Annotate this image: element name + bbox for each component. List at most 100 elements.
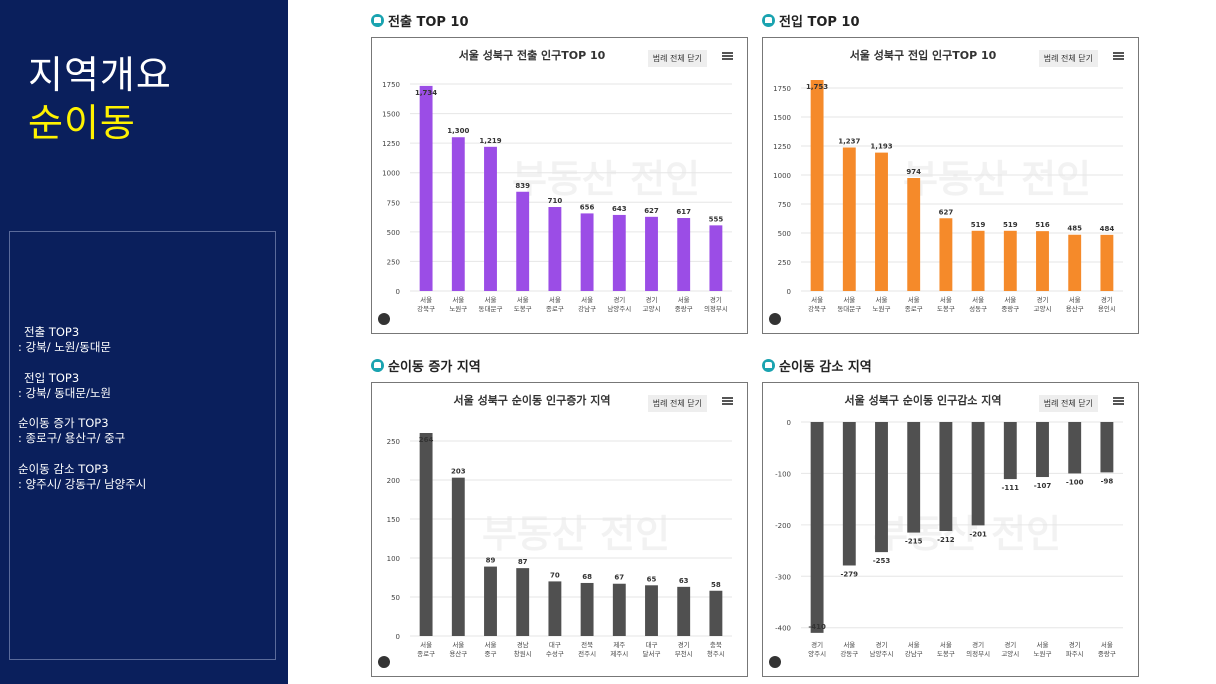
- bar[interactable]: [939, 422, 953, 532]
- bar[interactable]: [612, 214, 626, 291]
- data-label: 89: [486, 557, 496, 565]
- chart-in: 서울 성북구 전입 인구TOP 10 0 250 500 750 1000 1250 1500…: [773, 48, 1123, 313]
- data-label: 203: [451, 468, 466, 476]
- bar[interactable]: [810, 422, 824, 633]
- x-tick-label: 대구: [549, 641, 561, 649]
- x-tick-label: 노원구: [873, 304, 891, 313]
- data-label: 67: [614, 574, 624, 582]
- bar[interactable]: [1068, 234, 1082, 291]
- bar[interactable]: [875, 422, 888, 553]
- bar[interactable]: [645, 216, 658, 291]
- bar[interactable]: [971, 422, 985, 526]
- data-label: 1,237: [838, 138, 860, 146]
- x-tick-label: 중랑구: [1001, 305, 1019, 313]
- bar[interactable]: [548, 207, 562, 291]
- x-tick-label: 경기: [1069, 640, 1081, 649]
- bar[interactable]: [709, 225, 723, 291]
- x-tick-label: 파주시: [1066, 649, 1084, 658]
- bar[interactable]: [516, 191, 530, 291]
- home-icon: [762, 14, 775, 27]
- bar[interactable]: [484, 566, 497, 636]
- x-tick-label: 종로구: [546, 305, 564, 313]
- bar[interactable]: [907, 178, 921, 291]
- data-label: 710: [548, 197, 563, 205]
- bar[interactable]: [516, 568, 530, 636]
- data-label: -410: [808, 623, 826, 631]
- x-tick-label: 청주시: [707, 650, 725, 658]
- x-tick-label: 의정부시: [704, 304, 728, 313]
- bar[interactable]: [875, 152, 888, 291]
- bar[interactable]: [677, 586, 691, 636]
- data-label: 519: [971, 221, 986, 229]
- menu-icon[interactable]: [722, 52, 733, 60]
- summary-box: [9, 231, 276, 660]
- x-tick-label: 남양주시: [870, 649, 894, 658]
- bar[interactable]: [1068, 422, 1082, 474]
- bar[interactable]: [580, 582, 594, 636]
- menu-icon[interactable]: [722, 397, 733, 405]
- bar[interactable]: [939, 218, 953, 291]
- x-tick-label: 서울: [908, 295, 920, 304]
- legend-toggle-button[interactable]: 범례 전체 닫기: [647, 50, 707, 67]
- y-tick-label: -100: [775, 470, 791, 478]
- bar[interactable]: [1003, 230, 1017, 291]
- bar[interactable]: [451, 477, 465, 636]
- y-tick-label: 500: [387, 229, 400, 237]
- x-tick-label: 경기: [710, 295, 722, 304]
- x-tick-label: 중랑구: [1098, 650, 1116, 658]
- bar[interactable]: [1036, 422, 1049, 478]
- bar[interactable]: [1003, 422, 1017, 480]
- bar[interactable]: [1036, 231, 1049, 291]
- data-label: 484: [1100, 225, 1115, 233]
- chart-decrease: 서울 성북구 순이동 인구감소 지역 0 -100 -200 -300 -400 -410 경…: [775, 393, 1123, 658]
- data-label: 974: [906, 168, 921, 176]
- bar[interactable]: [842, 147, 856, 291]
- bar[interactable]: [484, 146, 497, 291]
- bar[interactable]: [548, 581, 562, 636]
- data-label: 68: [582, 573, 592, 581]
- bar[interactable]: [709, 590, 723, 636]
- bar[interactable]: [907, 422, 921, 533]
- x-tick-label: 대구: [646, 641, 658, 649]
- legend-toggle-button[interactable]: 범례 전체 닫기: [1038, 50, 1098, 67]
- bar[interactable]: [1100, 422, 1114, 473]
- data-label: -212: [937, 536, 955, 544]
- x-tick-label: 서울: [940, 295, 952, 304]
- bar[interactable]: [810, 80, 824, 291]
- data-label: 1,193: [870, 143, 892, 151]
- x-tick-label: 서울: [972, 295, 984, 304]
- data-label: 516: [1035, 221, 1050, 229]
- logo-icon: [769, 313, 781, 325]
- bar[interactable]: [580, 213, 594, 291]
- bar[interactable]: [419, 85, 433, 291]
- y-tick-label: 750: [387, 199, 400, 207]
- data-label: -98: [1101, 477, 1114, 485]
- info-label-increase: 순이동 증가 TOP3: [18, 416, 109, 430]
- chart-panel-decrease: 부동산 전인 서울 성북구 순이동 인구감소 지역 0 -100 -200 -300 -4…: [762, 382, 1139, 677]
- bar[interactable]: [419, 433, 433, 636]
- x-tick-label: 경기: [1101, 295, 1113, 304]
- bar[interactable]: [677, 218, 691, 291]
- bar[interactable]: [1100, 234, 1114, 291]
- x-tick-label: 서울: [452, 295, 464, 304]
- bar[interactable]: [451, 137, 465, 291]
- legend-toggle-button[interactable]: 범례 전체 닫기: [647, 395, 707, 412]
- y-tick-label: 750: [778, 201, 791, 209]
- menu-icon[interactable]: [1113, 52, 1124, 60]
- x-tick-label: 서울: [811, 295, 823, 304]
- x-tick-label: 중구: [485, 650, 497, 658]
- y-tick-label: 50: [391, 594, 400, 602]
- menu-icon[interactable]: [1113, 397, 1124, 405]
- y-tick-label: 1500: [382, 111, 400, 119]
- bar[interactable]: [612, 583, 626, 636]
- x-tick-label: 양주시: [808, 650, 826, 658]
- bar[interactable]: [645, 585, 658, 636]
- bar[interactable]: [971, 230, 985, 291]
- info-value-decrease: : 양주시/ 강동구/ 남양주시: [18, 477, 147, 491]
- legend-toggle-button[interactable]: 범례 전체 닫기: [1038, 395, 1098, 412]
- y-tick-label: 1000: [382, 170, 400, 178]
- y-tick-label: 1750: [382, 81, 400, 89]
- info-value-out: : 강북/ 노원/동대문: [18, 340, 111, 354]
- bar[interactable]: [842, 422, 856, 566]
- data-label: 839: [515, 182, 530, 190]
